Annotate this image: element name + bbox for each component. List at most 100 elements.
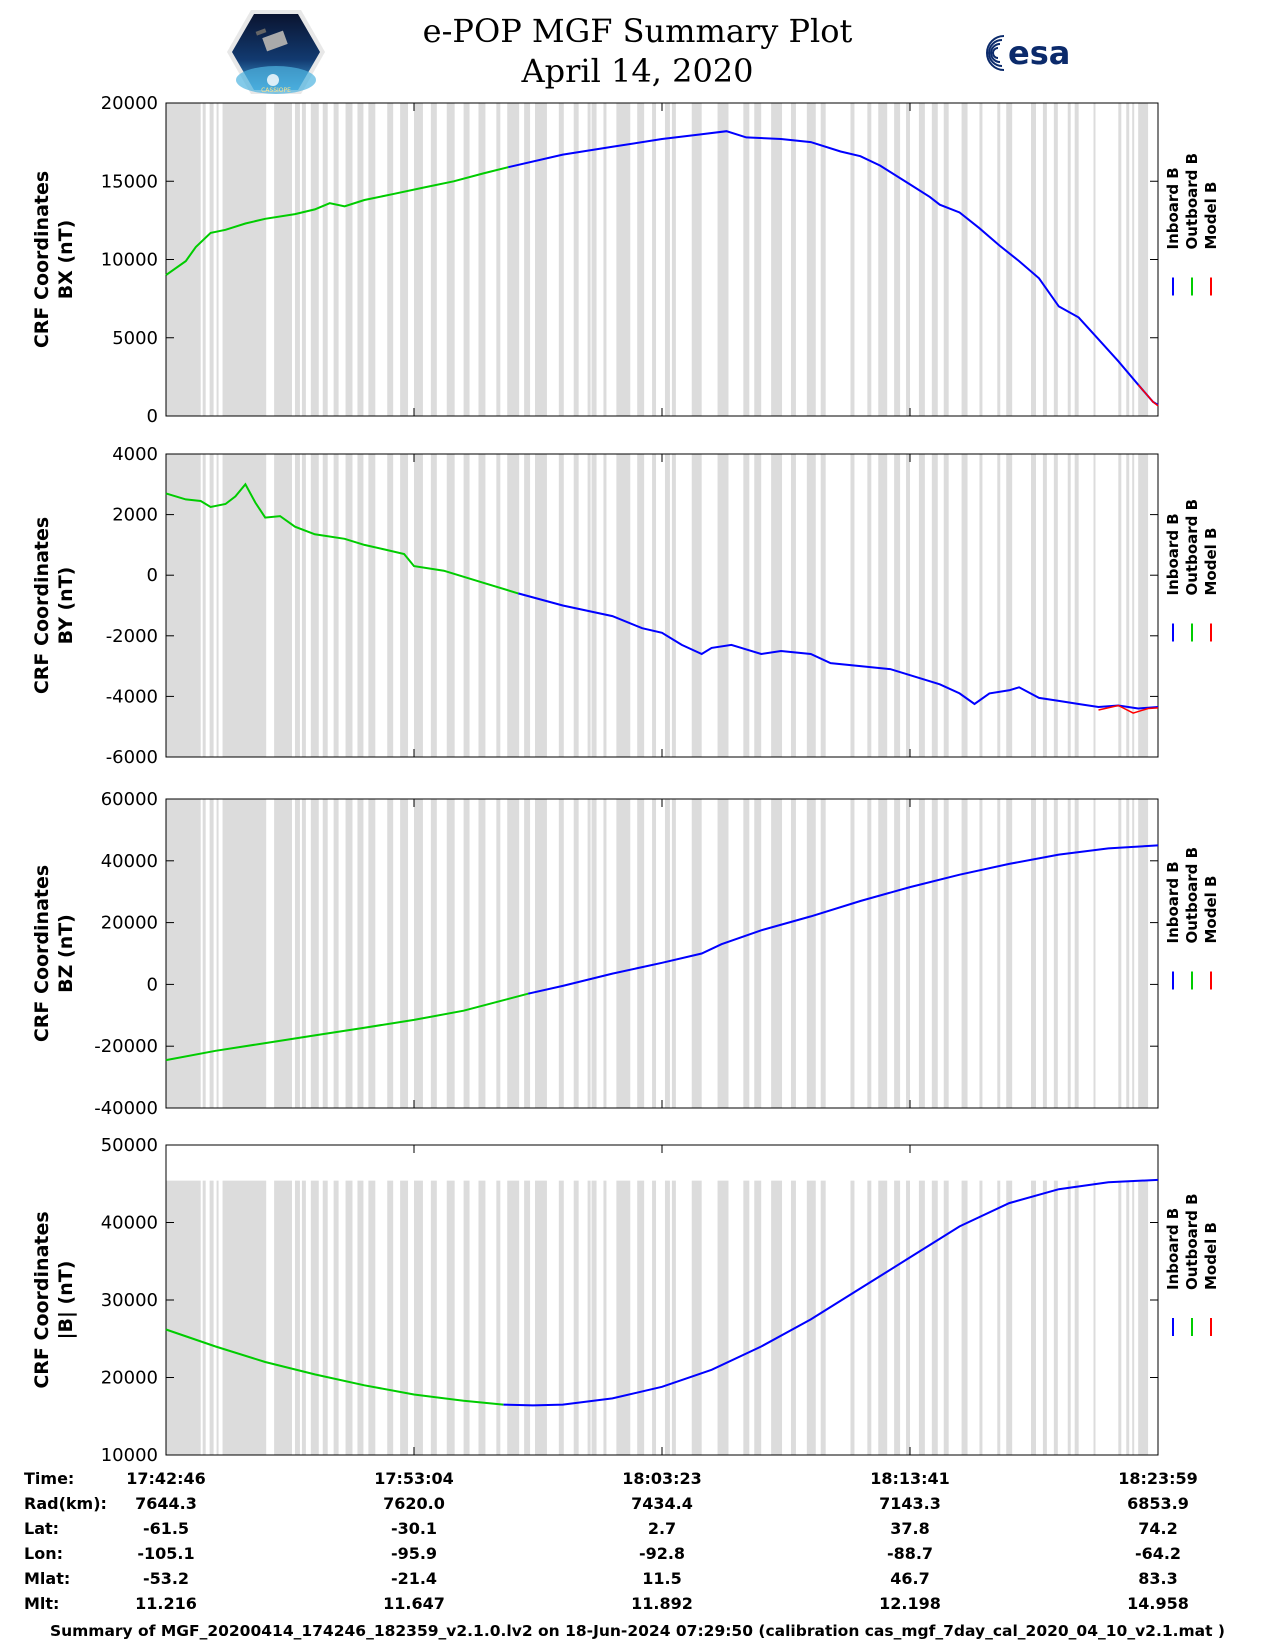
series-inboard-line (503, 1178, 1159, 1407)
data-gap-band (591, 103, 597, 416)
data-gap-band (414, 454, 423, 757)
data-gap-band (754, 799, 762, 1108)
series-outboard-line (165, 166, 509, 276)
ephemeris-row-label: Lon: (24, 1544, 63, 1563)
data-gap-band (664, 1180, 670, 1455)
data-gap-band (507, 454, 520, 757)
data-gap-band (743, 1180, 750, 1455)
data-gap-band (691, 103, 702, 416)
data-gap-band (616, 799, 631, 1108)
y-tick-label: 20000 (101, 93, 158, 114)
legend-label-outboard: Outboard B (1183, 499, 1201, 596)
ephemeris-cell: 7644.3 (135, 1494, 197, 1513)
data-gap-band (558, 799, 564, 1108)
data-gap-band (446, 454, 455, 757)
data-gap-band (202, 103, 206, 416)
data-gap-band (587, 454, 591, 757)
data-gap-band (820, 103, 826, 416)
data-gap-band (591, 799, 597, 1108)
data-gap-band (463, 799, 470, 1108)
data-gap-band (754, 454, 762, 757)
data-gap-band (743, 103, 750, 416)
y-tick-label: 4000 (112, 444, 158, 465)
y-axis-label-line2: BY (nT) (55, 567, 77, 645)
data-gap-band (446, 1180, 455, 1455)
data-gap-band (209, 1180, 214, 1455)
data-gap-band (1138, 454, 1149, 757)
ephemeris-row-label: Mlt: (24, 1594, 59, 1613)
y-axis-label-line1: CRF Coordinates (31, 517, 53, 694)
data-gap-band (1126, 454, 1130, 757)
y-axis-label-line1: CRF Coordinates (31, 1211, 53, 1388)
data-gap-band (997, 1180, 1001, 1455)
data-gap-band (507, 1180, 520, 1455)
ephemeris-row-label: Time: (24, 1469, 74, 1488)
data-gap-band (1138, 103, 1149, 416)
data-gap-band (1138, 799, 1149, 1108)
data-gap-band (943, 799, 949, 1108)
data-gap-band (931, 799, 938, 1108)
ephemeris-cell: 18:03:23 (622, 1469, 702, 1488)
data-gap-band (368, 103, 376, 416)
data-gap-band (820, 799, 826, 1108)
data-gap-band (1074, 103, 1079, 416)
legend-label-model: Model B (1202, 182, 1220, 250)
data-gap-band (979, 454, 983, 757)
y-tick-label: -4000 (106, 686, 158, 707)
data-gap-band (771, 103, 783, 416)
ephemeris-cell: 74.2 (1138, 1519, 1177, 1538)
data-gap-band (664, 454, 670, 757)
ephemeris-cell: 83.3 (1138, 1569, 1177, 1588)
data-gap-band (535, 1180, 547, 1455)
data-gap-band (878, 103, 888, 416)
ephemeris-cell: -61.5 (143, 1519, 189, 1538)
legend-label-inboard: Inboard B (1164, 861, 1182, 943)
data-gap-band (1067, 103, 1071, 416)
data-gap-band (345, 103, 353, 416)
data-gap-band (806, 799, 816, 1108)
y-axis-label: CRF Coordinates |B| (nT) (31, 1211, 77, 1388)
data-gap-band (1126, 103, 1130, 416)
data-gap-band (997, 799, 1001, 1108)
y-tick-label: -2000 (106, 626, 158, 647)
y-tick-label: 50000 (101, 1135, 158, 1156)
y-tick-label: 0 (147, 406, 158, 427)
data-gap-band (322, 454, 328, 757)
y-tick-label: 40000 (101, 1213, 158, 1234)
data-gap-band (301, 103, 306, 416)
data-gap-band (496, 454, 501, 757)
data-gap-band (345, 454, 353, 757)
series-outboard-line (165, 992, 529, 1062)
data-gap-band (478, 454, 486, 757)
data-gap-band (430, 103, 437, 416)
data-gap-band (345, 1180, 353, 1455)
data-gap-band (368, 799, 376, 1108)
data-gap-band (216, 103, 219, 416)
series-inboard-line (527, 844, 1159, 995)
data-gap-band (1031, 103, 1036, 416)
data-gap-band (961, 454, 968, 757)
data-gap-band (478, 799, 486, 1108)
data-gap-band (820, 454, 826, 757)
ephemeris-cell: 11.892 (631, 1594, 693, 1613)
data-gap-band (850, 799, 855, 1108)
data-gap-band (333, 799, 339, 1108)
data-gap-band (754, 1180, 762, 1455)
data-gap-band (209, 799, 214, 1108)
data-gap-band (463, 454, 470, 757)
data-gap-band (637, 454, 645, 757)
data-gap-band (671, 799, 676, 1108)
data-gap-band (790, 103, 796, 416)
data-gap-band (400, 799, 409, 1108)
ephemeris-cell: 11.216 (135, 1594, 197, 1613)
data-gap-band (209, 454, 214, 757)
data-gap-band (496, 799, 501, 1108)
data-gap-band (867, 454, 872, 757)
data-gap-band (771, 454, 783, 757)
ephemeris-cell: 6853.9 (1127, 1494, 1189, 1513)
data-gap-band (1042, 454, 1047, 757)
y-tick-label: 60000 (101, 789, 158, 810)
data-gap-band (1006, 799, 1013, 1108)
data-gap-band (558, 1180, 564, 1455)
data-gap-band (943, 454, 949, 757)
